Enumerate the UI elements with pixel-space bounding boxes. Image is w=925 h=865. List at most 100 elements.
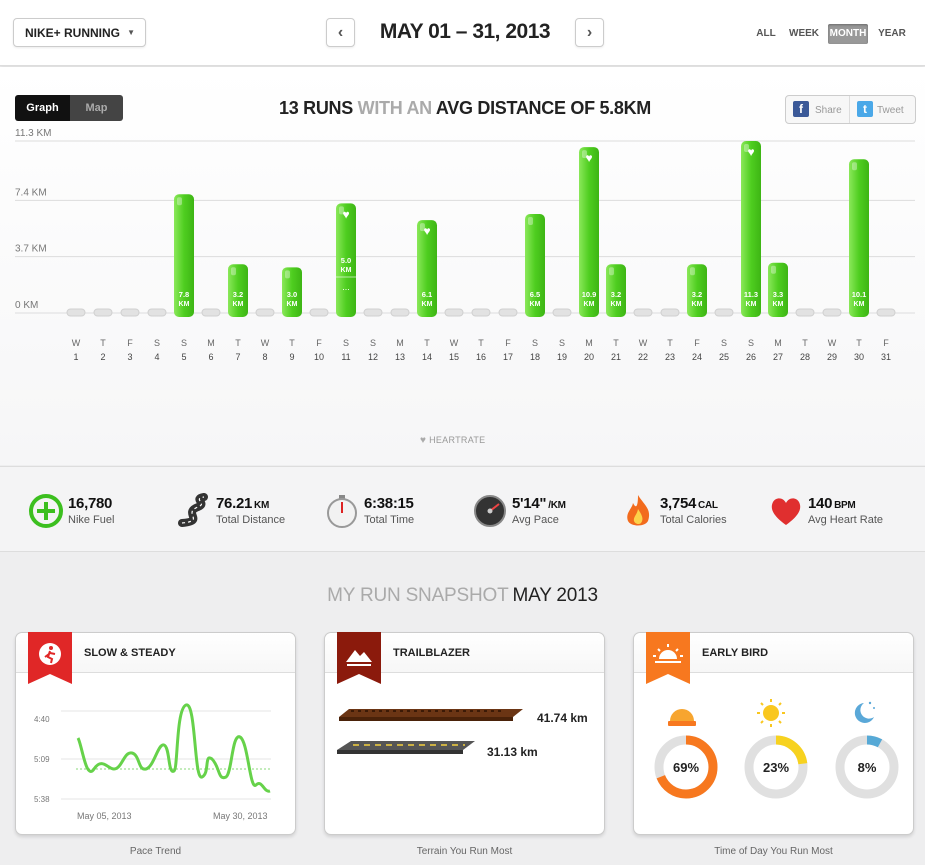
card-trailblazer[interactable]: TRAILBLAZER 41.74 km 31.13 km — [324, 632, 605, 835]
stat-label: Total Calories — [660, 514, 727, 526]
bar — [336, 203, 356, 317]
graph-view-button[interactable]: Graph — [15, 95, 70, 121]
day-number: 8 — [262, 352, 267, 362]
bar-value-label: 3.2 — [233, 290, 243, 299]
run-bar[interactable]: 10.1 KM — [849, 159, 869, 317]
run-bar[interactable]: 7.8 KM — [174, 194, 194, 317]
day-number: 1 — [73, 352, 78, 362]
bar — [687, 264, 707, 317]
day-number: 13 — [395, 352, 405, 362]
day-letter: T — [613, 338, 619, 348]
card-caption: Pace Trend — [129, 846, 182, 857]
sunrise-icon — [668, 709, 696, 726]
run-bar[interactable]: ♥ 10.9 KM — [579, 147, 599, 317]
stat-label: Total Time — [364, 514, 415, 526]
chevron-left-icon: ‹ — [337, 24, 344, 41]
empty-day-marker — [471, 308, 491, 317]
run-summary-heading: 13 RUNS WITH AN AVG DISTANCE OF 5.8KM — [200, 98, 730, 119]
card-slow-steady[interactable]: SLOW & STEADY 4:40 5:09 5:38 May 05, 201… — [15, 632, 296, 835]
day-number: 18 — [530, 352, 540, 362]
run-bar[interactable]: ♥ 6.1 KM — [417, 220, 437, 317]
empty-day-marker — [309, 308, 329, 317]
card-early-bird[interactable]: EARLY BIRD 69% 23% 8% — [633, 632, 914, 835]
more-runs-marker: ... — [342, 282, 350, 292]
bar — [768, 262, 788, 317]
run-bar[interactable]: ♥ 5.0 KM... — [336, 203, 356, 317]
empty-day-marker — [498, 308, 518, 317]
bar-highlight — [771, 265, 776, 274]
bar — [741, 141, 761, 317]
y-tick-label: 0 KM — [15, 300, 38, 311]
twitter-icon[interactable]: t — [857, 101, 873, 117]
road-distance: 31.13 km — [487, 745, 538, 759]
app-select-dropdown[interactable]: NIKE+ RUNNING ▼ — [13, 18, 146, 47]
day-percent: 23% — [762, 760, 790, 775]
day-number: 27 — [773, 352, 783, 362]
empty-day-marker — [255, 308, 275, 317]
bar — [417, 220, 437, 317]
tab-all[interactable]: ALL — [756, 28, 776, 39]
tab-year[interactable]: YEAR — [878, 28, 906, 39]
day-letter: S — [343, 338, 349, 348]
next-period-button[interactable]: › — [575, 18, 604, 47]
twitter-tweet-button[interactable]: Tweet — [877, 105, 904, 116]
run-bar[interactable]: ♥ 11.3 KM — [741, 141, 761, 317]
sun-icon — [757, 699, 785, 727]
empty-day-marker — [93, 308, 113, 317]
summary-connector: WITH AN — [357, 98, 433, 118]
date-range-title: MAY 01 – 31, 2013 — [379, 20, 551, 43]
day-number: 22 — [638, 352, 648, 362]
day-letter: F — [127, 338, 133, 348]
run-bar[interactable]: 6.5 KM — [525, 214, 545, 317]
view-toggle: Graph Map — [15, 95, 123, 121]
bar-value-label: 3.0 — [287, 290, 297, 299]
day-letter: F — [316, 338, 322, 348]
empty-day-marker — [147, 308, 167, 317]
run-bar[interactable]: 3.2 KM — [228, 264, 248, 317]
day-letter: F — [694, 338, 700, 348]
heartrate-legend: ♥ HEARTRATE — [420, 435, 485, 446]
stat-label: Total Distance — [216, 514, 286, 526]
bar-highlight — [177, 197, 182, 206]
stat-value: 5'14"/KM — [512, 495, 566, 512]
tab-month[interactable]: MONTH — [828, 24, 868, 44]
trail-distance: 41.74 km — [537, 711, 588, 725]
distance-bar-chart: 11.3 KM 7.4 KM 3.7 KM 0 KM W 1 T 2 F 3 S 4 S 5 7.8 KM M 6… — [15, 128, 915, 362]
run-bar[interactable]: 3.3 KM — [768, 262, 788, 317]
bar-value-label: 7.8 — [179, 290, 189, 299]
day-letter: M — [774, 338, 782, 348]
bar-unit-label: KM — [611, 301, 622, 308]
heart-icon: ♥ — [342, 207, 349, 221]
card-title: TRAILBLAZER — [393, 647, 470, 659]
bar-value-label: 6.5 — [530, 290, 540, 299]
stat-label: Avg Heart Rate — [808, 514, 884, 526]
day-letter: T — [424, 338, 430, 348]
bar-highlight — [420, 223, 425, 232]
facebook-share-button[interactable]: Share — [815, 105, 842, 116]
bar-value-label: 10.9 — [582, 290, 597, 299]
bar-unit-label: KM — [854, 301, 865, 308]
run-bar[interactable]: 3.2 KM — [606, 264, 626, 317]
pace-end-date: May 30, 2013 — [213, 811, 268, 821]
day-number: 20 — [584, 352, 594, 362]
map-view-button[interactable]: Map — [70, 95, 123, 121]
y-tick-label: 7.4 KM — [15, 187, 47, 198]
facebook-icon[interactable]: f — [793, 101, 809, 117]
donut-segment — [835, 735, 899, 799]
tab-week[interactable]: WEEK — [789, 28, 819, 39]
day-letter: T — [478, 338, 484, 348]
bar-highlight — [690, 267, 695, 276]
bar-unit-label: KM — [692, 301, 703, 308]
day-number: 4 — [154, 352, 159, 362]
day-number: 10 — [314, 352, 324, 362]
day-letter: S — [532, 338, 538, 348]
run-bar[interactable]: 3.0 KM — [282, 267, 302, 317]
run-bar[interactable]: 3.2 KM — [687, 264, 707, 317]
card-title: SLOW & STEADY — [84, 647, 176, 659]
mountain-icon — [337, 632, 381, 684]
bar-unit-label: KM — [179, 301, 190, 308]
stopwatch-icon — [327, 495, 357, 528]
empty-day-marker — [120, 308, 140, 317]
previous-period-button[interactable]: ‹ — [326, 18, 355, 47]
stat-value: 3,754 CAL — [660, 495, 718, 512]
